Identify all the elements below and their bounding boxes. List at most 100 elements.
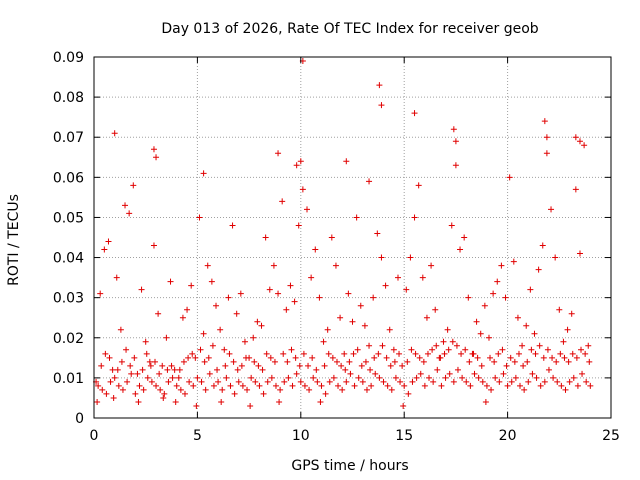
data-point xyxy=(314,378,321,385)
data-point xyxy=(144,374,151,381)
data-point xyxy=(222,362,229,369)
data-point xyxy=(102,350,109,357)
data-point xyxy=(117,326,124,333)
data-point xyxy=(263,350,270,357)
data-point xyxy=(312,246,319,253)
data-point xyxy=(413,374,420,381)
data-point xyxy=(452,162,459,169)
data-point xyxy=(407,254,414,261)
data-point xyxy=(420,358,427,365)
data-point xyxy=(543,134,550,141)
data-point xyxy=(185,354,192,361)
chart-title: Day 013 of 2026, Rate Of TEC Index for r… xyxy=(161,21,538,37)
data-point xyxy=(107,378,114,385)
data-point xyxy=(292,354,299,361)
data-point xyxy=(403,286,410,293)
data-point xyxy=(511,358,518,365)
data-point xyxy=(449,338,456,345)
data-point xyxy=(527,286,534,293)
data-point xyxy=(552,254,559,261)
data-point xyxy=(324,326,331,333)
data-point xyxy=(553,358,560,365)
data-point xyxy=(554,378,561,385)
data-point xyxy=(208,278,215,285)
data-point xyxy=(241,338,248,345)
data-point xyxy=(264,378,271,385)
data-point xyxy=(458,350,465,357)
data-point xyxy=(581,142,588,149)
data-point xyxy=(201,358,208,365)
data-point xyxy=(426,374,433,381)
data-point xyxy=(237,290,244,297)
data-point xyxy=(206,370,213,377)
grid-lines xyxy=(94,57,611,418)
data-point xyxy=(297,158,304,165)
data-point xyxy=(397,378,404,385)
data-point xyxy=(537,382,544,389)
data-point xyxy=(520,362,527,369)
data-point xyxy=(465,294,472,301)
data-point xyxy=(585,342,592,349)
data-point xyxy=(134,370,141,377)
data-point xyxy=(219,386,226,393)
data-point xyxy=(277,386,284,393)
data-point xyxy=(98,362,105,369)
data-point xyxy=(343,378,350,385)
data-point xyxy=(159,362,166,369)
data-point xyxy=(578,346,585,353)
data-point xyxy=(345,290,352,297)
data-point xyxy=(332,262,339,269)
x-tick-label: 5 xyxy=(193,428,202,444)
data-point xyxy=(371,354,378,361)
data-point xyxy=(524,358,531,365)
data-point xyxy=(196,214,203,221)
data-point xyxy=(396,350,403,357)
data-point xyxy=(305,362,312,369)
data-point xyxy=(411,214,418,221)
data-point xyxy=(227,382,234,389)
data-point xyxy=(155,310,162,317)
data-point xyxy=(409,378,416,385)
data-point xyxy=(405,390,412,397)
data-points xyxy=(93,58,594,409)
data-point xyxy=(226,350,233,357)
data-point xyxy=(318,382,325,389)
data-point xyxy=(419,274,426,281)
data-point xyxy=(106,354,113,361)
x-tick-labels: 0 5 10 15 20 25 xyxy=(90,428,620,444)
data-point xyxy=(376,82,383,89)
data-point xyxy=(223,374,230,381)
data-point xyxy=(388,386,395,393)
data-point xyxy=(379,342,386,349)
data-point xyxy=(181,390,188,397)
data-point xyxy=(321,362,328,369)
data-point xyxy=(198,378,205,385)
data-point xyxy=(152,358,159,365)
data-point xyxy=(350,350,357,357)
data-point xyxy=(544,346,551,353)
data-point xyxy=(376,374,383,381)
data-point xyxy=(452,138,459,145)
data-point xyxy=(519,342,526,349)
data-point xyxy=(105,238,112,245)
data-point xyxy=(270,262,277,269)
data-point xyxy=(386,326,393,333)
data-point xyxy=(358,362,365,369)
data-point xyxy=(380,378,387,385)
data-point xyxy=(485,334,492,341)
data-point xyxy=(391,358,398,365)
data-point xyxy=(291,298,298,305)
data-point xyxy=(250,334,257,341)
data-point xyxy=(234,366,241,373)
data-point xyxy=(568,310,575,317)
data-point xyxy=(172,398,179,405)
data-point xyxy=(535,266,542,273)
data-point xyxy=(316,294,323,301)
data-point xyxy=(143,350,150,357)
data-point xyxy=(188,282,195,289)
data-point xyxy=(582,350,589,357)
data-point xyxy=(359,378,366,385)
data-point xyxy=(118,358,125,365)
data-point xyxy=(412,350,419,357)
data-point xyxy=(153,154,160,161)
